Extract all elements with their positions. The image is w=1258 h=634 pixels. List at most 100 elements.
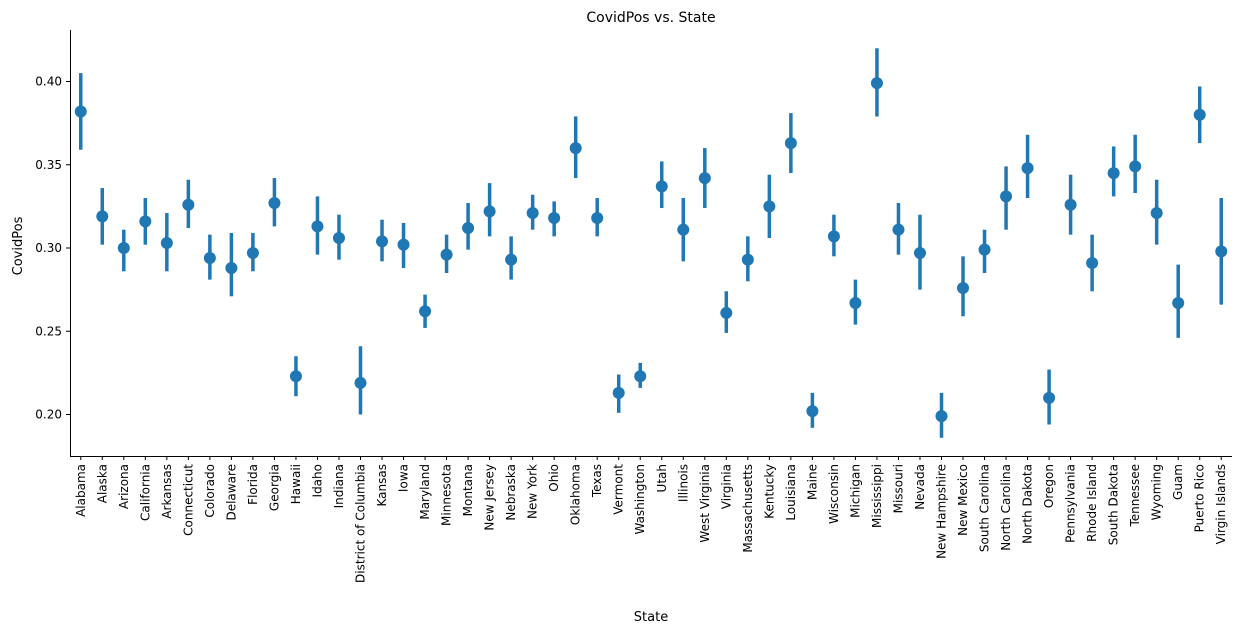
x-tick-label: Washington: [633, 464, 647, 535]
data-point: [74, 105, 87, 118]
x-tick-label: Guam: [1171, 464, 1185, 500]
data-point: [1215, 245, 1228, 258]
data-point: [1172, 296, 1185, 309]
data-point: [182, 198, 195, 211]
data-point: [397, 238, 410, 251]
x-tick-label: South Carolina: [978, 464, 992, 552]
x-tick-label: Kansas: [375, 464, 389, 506]
x-tick-label: New York: [526, 464, 540, 519]
x-tick-label: Utah: [655, 464, 669, 492]
x-tick-label: Georgia: [267, 464, 281, 511]
data-point: [246, 246, 259, 259]
x-tick-label: Missouri: [891, 464, 905, 513]
x-tick-label: Kentucky: [762, 464, 776, 519]
data-point: [634, 370, 647, 383]
data-point: [505, 253, 518, 266]
x-tick-label: Delaware: [224, 464, 238, 521]
data-point: [591, 212, 604, 225]
x-tick-label: Rhode Island: [1085, 464, 1099, 542]
x-tick-label: West Virginia: [698, 464, 712, 543]
x-tick-label: Virginia: [719, 464, 733, 509]
chart-title: CovidPos vs. State: [586, 10, 715, 26]
data-point: [354, 376, 367, 389]
x-tick-label: Colorado: [203, 464, 217, 518]
data-point: [741, 253, 754, 266]
x-tick-label: Nevada: [913, 464, 927, 510]
data-point: [1107, 167, 1120, 180]
data-point: [827, 230, 840, 243]
x-tick-label: Tennessee: [1128, 464, 1142, 528]
x-tick-label: Maryland: [418, 464, 432, 520]
data-point: [1129, 160, 1142, 173]
data-point: [935, 410, 948, 423]
x-tick-label: Idaho: [310, 464, 324, 497]
x-tick-label: District of Columbia: [354, 464, 368, 583]
data-point: [763, 200, 776, 213]
x-tick-label: Arizona: [117, 464, 131, 509]
y-tick-label: 0.20: [35, 408, 62, 422]
x-axis-label: State: [634, 610, 668, 625]
data-point: [526, 207, 539, 220]
x-tick-label: Montana: [461, 464, 475, 516]
data-point: [806, 405, 819, 418]
x-tick-label: Maine: [805, 464, 819, 500]
data-point: [160, 237, 173, 250]
data-point: [849, 296, 862, 309]
x-tick-label: Oregon: [1042, 464, 1056, 508]
x-tick-label: Alaska: [95, 464, 109, 503]
x-tick-label: North Dakota: [1021, 464, 1035, 544]
data-point: [376, 235, 389, 248]
data-point: [569, 142, 582, 155]
data-point: [419, 305, 432, 318]
x-tick-label: South Dakota: [1107, 464, 1121, 545]
data-point: [1086, 256, 1099, 269]
data-point: [978, 243, 991, 256]
x-tick-label: Indiana: [332, 464, 346, 508]
data-point: [225, 261, 238, 274]
x-tick-label: Michigan: [848, 464, 862, 518]
x-tick-label: Pennsylvania: [1064, 464, 1078, 543]
data-point: [139, 215, 152, 228]
x-tick-label: Massachusetts: [741, 464, 755, 553]
data-point: [698, 172, 711, 185]
x-tick-label: Connecticut: [181, 464, 195, 536]
x-tick-label: Iowa: [397, 464, 411, 492]
y-tick-label: 0.40: [35, 75, 62, 89]
y-ticks: 0.20 0.25 0.30 0.35 0.40: [35, 75, 70, 422]
data-point: [548, 212, 561, 225]
data-point: [870, 77, 883, 90]
y-axis-label: CovidPos: [11, 216, 26, 275]
chart-marks: [74, 48, 1228, 438]
x-tick-label: Arkansas: [160, 464, 174, 519]
y-tick-label: 0.35: [35, 158, 62, 172]
data-point: [311, 220, 324, 233]
data-point: [1021, 162, 1034, 175]
data-point: [268, 197, 281, 210]
x-tick-label: Wisconsin: [827, 464, 841, 524]
data-point: [677, 223, 690, 236]
data-point: [1193, 108, 1206, 121]
data-point: [1043, 391, 1056, 404]
data-point: [892, 223, 905, 236]
data-point: [1064, 198, 1077, 211]
x-tick-label: Hawaii: [289, 464, 303, 504]
x-tick-label: New Hampshire: [935, 464, 949, 559]
data-point: [784, 137, 797, 150]
data-point: [117, 242, 130, 254]
y-tick-label: 0.25: [35, 324, 62, 338]
x-tick-label: Oklahoma: [569, 464, 583, 525]
x-tick-label: Wyoming: [1150, 464, 1164, 520]
x-tick-label: Ohio: [547, 464, 561, 492]
x-tick-label: Texas: [590, 464, 604, 498]
x-tick-label: Mississippi: [870, 464, 884, 528]
x-tick-label: Illinois: [676, 464, 690, 502]
data-point: [913, 246, 926, 259]
x-tick-label: Vermont: [612, 464, 626, 515]
data-point: [483, 205, 496, 218]
x-ticks: Alabama Alaska Arizona California Arkansas Co…: [74, 456, 1228, 583]
data-point: [462, 222, 475, 235]
data-point: [720, 306, 733, 319]
data-point: [289, 370, 302, 383]
x-tick-label: New Jersey: [483, 464, 497, 531]
